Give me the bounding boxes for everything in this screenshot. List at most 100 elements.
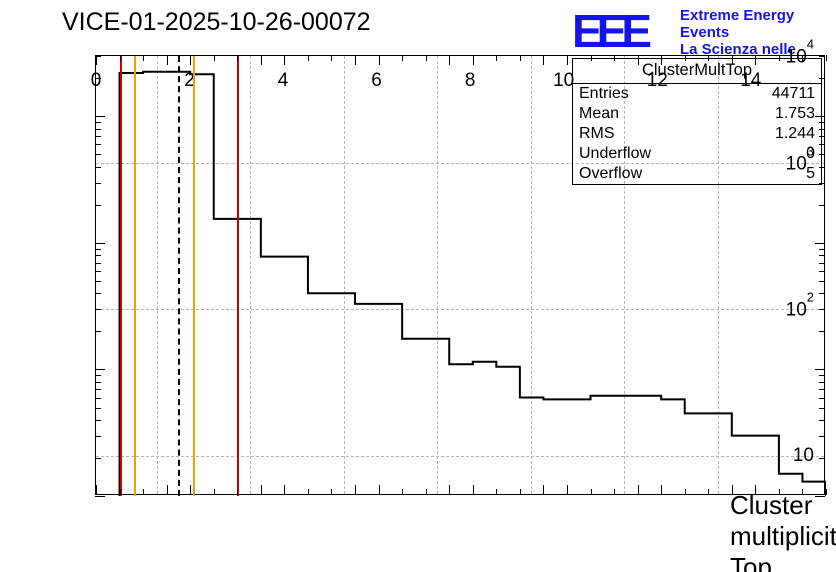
xtick-mark bbox=[190, 485, 191, 495]
stats-rms-value: 1.244 bbox=[775, 125, 815, 143]
ytick-right-mark bbox=[819, 271, 825, 272]
xtick-top-mark bbox=[402, 55, 403, 61]
vline-0 bbox=[120, 56, 122, 496]
ytick-right-mark bbox=[819, 56, 825, 57]
xtick-top-mark bbox=[379, 55, 380, 65]
xtick-top-mark bbox=[167, 55, 168, 65]
ytick-mark bbox=[95, 56, 101, 57]
xtick-mark bbox=[567, 485, 568, 495]
xtick-mark bbox=[426, 489, 427, 495]
xtick-mark bbox=[520, 489, 521, 495]
xtick-top-mark bbox=[496, 55, 497, 61]
xtick-top-mark bbox=[120, 55, 121, 61]
ytick-right-mark bbox=[819, 436, 825, 437]
xtick-top-mark bbox=[190, 55, 191, 65]
ytick-mark bbox=[95, 458, 101, 459]
ytick-mark bbox=[95, 255, 101, 256]
ytick-mark bbox=[95, 382, 101, 383]
stats-mean-row: Mean 1.753 bbox=[573, 104, 821, 124]
ytick-right-mark bbox=[815, 243, 825, 244]
ytick-mark bbox=[95, 183, 101, 184]
ytick-right-mark bbox=[819, 408, 825, 409]
xtick-mark bbox=[449, 485, 450, 495]
stats-overflow-value: 5 bbox=[806, 165, 815, 183]
xtick-mark bbox=[237, 489, 238, 495]
ytick-right-mark bbox=[819, 375, 825, 376]
stats-overflow-label: Overflow bbox=[579, 165, 642, 183]
vline-1 bbox=[134, 56, 136, 496]
xtick-mark bbox=[284, 485, 285, 495]
xtick-mark bbox=[355, 485, 356, 495]
xtick-top-mark bbox=[143, 55, 144, 61]
xtick-top-mark bbox=[331, 55, 332, 61]
ytick-mark bbox=[95, 136, 101, 137]
stats-title: ClusterMultTop bbox=[573, 59, 821, 84]
ytick-mark bbox=[95, 398, 101, 399]
xtick-mark bbox=[261, 485, 262, 495]
stats-underflow-label: Underflow bbox=[579, 145, 651, 163]
ytick-mark bbox=[95, 116, 105, 117]
stats-entries-value: 44711 bbox=[772, 85, 815, 103]
xtick-mark bbox=[96, 485, 97, 495]
ytick-mark bbox=[95, 420, 101, 421]
ytick-right-mark bbox=[819, 458, 825, 459]
root-container: VICE-01-2025-10-26-00072 EEE Extreme Ene… bbox=[0, 0, 836, 572]
vline-4 bbox=[237, 56, 239, 496]
stats-box[interactable]: ClusterMultTop Entries 44711 Mean 1.753 … bbox=[572, 58, 822, 185]
xtick-mark bbox=[143, 489, 144, 495]
ytick-mark bbox=[95, 293, 101, 294]
ytick-right-mark bbox=[819, 293, 825, 294]
ytick-right-mark bbox=[819, 255, 825, 256]
ytick-mark bbox=[95, 281, 101, 282]
xtick-top-mark bbox=[520, 55, 521, 61]
xtick-top-mark bbox=[426, 55, 427, 61]
ytick-mark bbox=[95, 122, 101, 123]
xtick-mark bbox=[214, 489, 215, 495]
histogram-plot-area[interactable]: 10 102 103 104 0 2 4 6 8 10 12 14 Cluste… bbox=[95, 55, 825, 495]
xtick-top-mark bbox=[237, 55, 238, 61]
ytick-right-mark bbox=[819, 249, 825, 250]
ytick-right-mark bbox=[819, 309, 825, 310]
xtick-mark bbox=[120, 489, 121, 495]
xtick-mark bbox=[638, 485, 639, 495]
ytick-mark bbox=[95, 408, 101, 409]
ytick-mark bbox=[95, 167, 101, 168]
xtick-top-mark bbox=[567, 55, 568, 65]
ytick-mark bbox=[95, 436, 101, 437]
stats-overflow-row: Overflow 5 bbox=[573, 164, 821, 184]
ytick-mark bbox=[95, 144, 101, 145]
stats-mean-label: Mean bbox=[579, 105, 619, 123]
ytick-right-mark bbox=[819, 382, 825, 383]
vline-2 bbox=[178, 56, 180, 496]
xtick-top-mark bbox=[826, 55, 827, 61]
ytick-right-mark bbox=[819, 205, 825, 206]
xtick-top-mark bbox=[284, 55, 285, 65]
ytick-mark bbox=[95, 496, 105, 497]
xtick-top-mark bbox=[261, 55, 262, 65]
ytick-mark bbox=[95, 369, 105, 370]
ytick-right-mark bbox=[819, 331, 825, 332]
ytick-mark bbox=[95, 375, 101, 376]
ytick-mark bbox=[95, 205, 101, 206]
ytick-right-mark bbox=[819, 420, 825, 421]
ytick-mark bbox=[95, 309, 101, 310]
ytick-mark bbox=[95, 263, 101, 264]
xtick-mark bbox=[308, 489, 309, 495]
xtick-top-mark bbox=[473, 55, 474, 65]
xtick-top-mark bbox=[308, 55, 309, 61]
ytick-mark bbox=[95, 243, 105, 244]
xtick-mark bbox=[661, 485, 662, 495]
ytick-mark bbox=[95, 154, 101, 155]
xtick-mark bbox=[496, 489, 497, 495]
ytick-mark bbox=[95, 331, 101, 332]
xtick-mark bbox=[473, 485, 474, 495]
ytick-right-mark bbox=[819, 389, 825, 390]
stats-rms-row: RMS 1.244 bbox=[573, 124, 821, 144]
vline-3 bbox=[193, 56, 195, 496]
stats-entries-label: Entries bbox=[579, 85, 629, 103]
xtick-top-mark bbox=[543, 55, 544, 65]
stats-underflow-row: Underflow 0 bbox=[573, 144, 821, 164]
ytick-right-mark bbox=[819, 281, 825, 282]
xtick-mark bbox=[167, 485, 168, 495]
stats-underflow-value: 0 bbox=[806, 145, 815, 163]
